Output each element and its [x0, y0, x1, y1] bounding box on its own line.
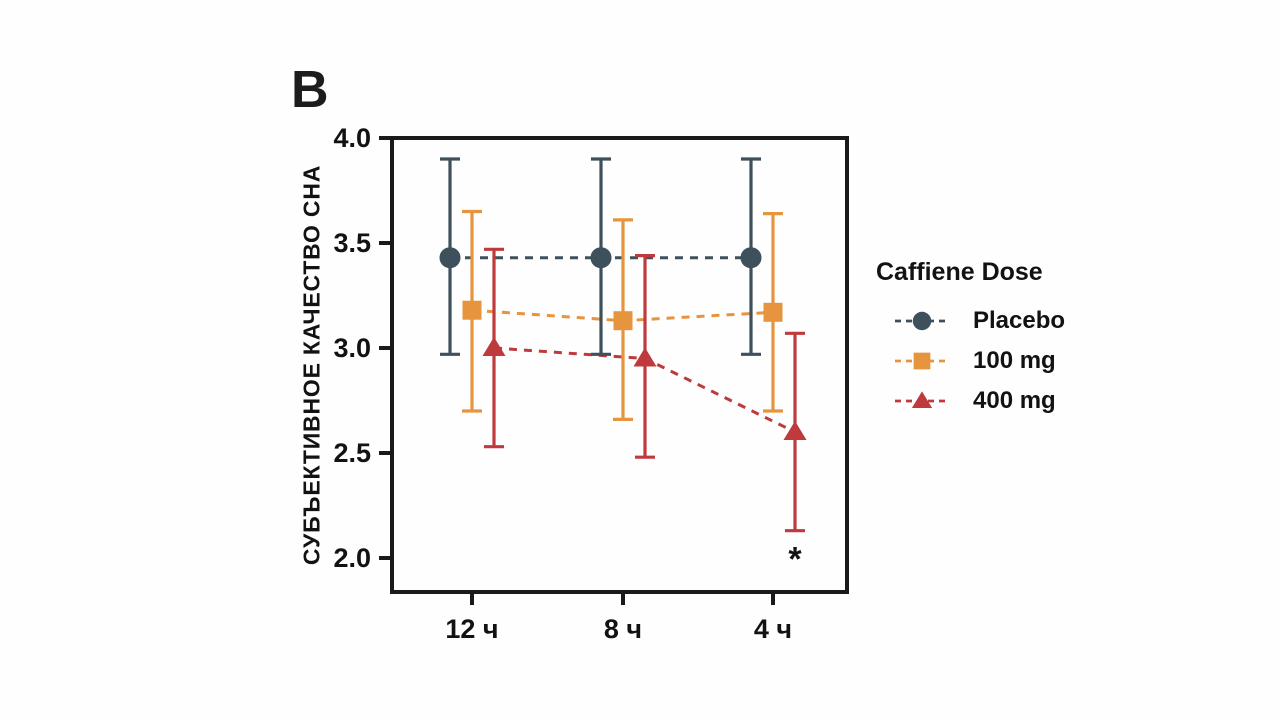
data-point-marker	[783, 421, 807, 440]
legend-label-placebo: Placebo	[973, 307, 1066, 334]
legend-label-400mg: 400 mg	[973, 387, 1056, 414]
placebo-marker-icon	[895, 311, 949, 331]
panel-label: B	[291, 61, 329, 119]
dose-400mg-marker-icon	[895, 391, 949, 409]
data-point-marker	[913, 352, 931, 370]
x-tick-label: 8 ч	[604, 614, 642, 644]
data-point-marker	[911, 391, 933, 409]
y-tick-label: 2.5	[333, 438, 371, 468]
legend-item-placebo: Placebo	[876, 301, 1065, 341]
data-point-marker	[482, 337, 506, 356]
data-point-marker	[439, 247, 461, 269]
data-point-marker	[613, 311, 633, 331]
legend-item-400mg: 400 mg	[876, 381, 1065, 421]
y-tick-label: 2.0	[333, 543, 371, 573]
x-tick-label: 4 ч	[754, 614, 792, 644]
dose-100mg-marker-icon	[895, 352, 949, 370]
data-point-marker	[763, 302, 783, 322]
data-point-marker	[590, 247, 612, 269]
y-tick-label: 3.5	[333, 228, 371, 258]
significance-asterisk: *	[788, 541, 802, 579]
legend-title: Caffiene Dose	[876, 258, 1043, 286]
legend-label-100mg: 100 mg	[973, 347, 1056, 374]
plot-frame	[390, 136, 849, 594]
data-point-marker	[740, 247, 762, 269]
x-tick-label: 12 ч	[445, 614, 498, 644]
data-point-marker	[633, 347, 657, 367]
legend: Caffiene Dose Placebo 100 mg 400 mg	[876, 258, 1065, 421]
legend-item-100mg: 100 mg	[876, 341, 1065, 381]
y-tick-label: 3.0	[333, 333, 371, 363]
y-tick-label: 4.0	[333, 123, 371, 153]
data-point-marker	[912, 311, 932, 331]
data-point-marker	[462, 300, 482, 320]
